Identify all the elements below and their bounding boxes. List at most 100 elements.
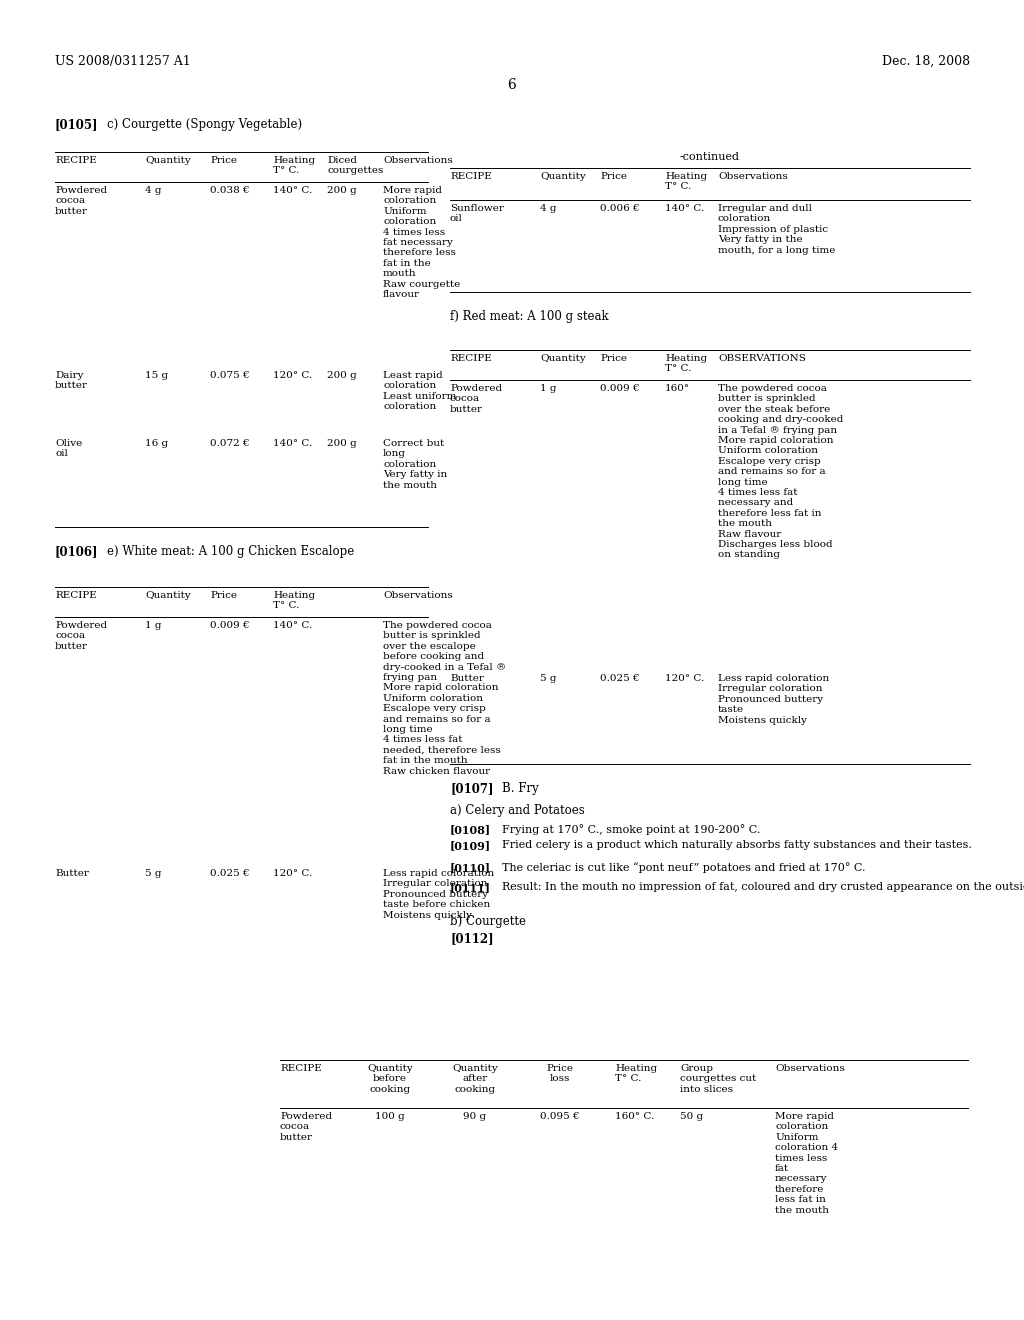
Text: Quantity: Quantity [145,591,190,601]
Text: RECIPE: RECIPE [55,591,96,601]
Text: RECIPE: RECIPE [280,1064,322,1073]
Text: 0.006 €: 0.006 € [600,205,640,213]
Text: More rapid
coloration
Uniform
coloration 4
times less
fat
necessary
therefore
le: More rapid coloration Uniform coloration… [775,1111,838,1214]
Text: 200 g: 200 g [327,186,356,195]
Text: 15 g: 15 g [145,371,168,380]
Text: Least rapid
coloration
Least uniform
coloration: Least rapid coloration Least uniform col… [383,371,457,412]
Text: Price
loss: Price loss [547,1064,573,1084]
Text: 1 g: 1 g [540,384,556,393]
Text: Correct but
long
coloration
Very fatty in
the mouth: Correct but long coloration Very fatty i… [383,440,447,490]
Text: 0.025 €: 0.025 € [600,675,640,682]
Text: Observations: Observations [383,591,453,601]
Text: Irregular and dull
coloration
Impression of plastic
Very fatty in the
mouth, for: Irregular and dull coloration Impression… [718,205,836,255]
Text: Quantity: Quantity [540,172,586,181]
Text: [0109]: [0109] [450,840,492,851]
Text: Fried celery is a product which naturally absorbs fatty substances and their tas: Fried celery is a product which naturall… [502,840,972,850]
Text: b) Courgette: b) Courgette [450,915,526,928]
Text: [0107]: [0107] [450,781,494,795]
Text: Sunflower
oil: Sunflower oil [450,205,504,223]
Text: 160°: 160° [665,384,690,393]
Text: [0111]: [0111] [450,882,490,894]
Text: Price: Price [600,354,627,363]
Text: 6: 6 [508,78,516,92]
Text: 16 g: 16 g [145,440,168,447]
Text: Heating
T° C.: Heating T° C. [273,591,315,610]
Text: Dairy
butter: Dairy butter [55,371,88,391]
Text: RECIPE: RECIPE [450,354,492,363]
Text: 120° C.: 120° C. [273,869,312,878]
Text: Heating
T° C.: Heating T° C. [615,1064,657,1084]
Text: Powdered
cocoa
butter: Powdered cocoa butter [55,620,108,651]
Text: Heating
T° C.: Heating T° C. [273,156,315,176]
Text: Diced
courgettes: Diced courgettes [327,156,383,176]
Text: 200 g: 200 g [327,371,356,380]
Text: e) White meat: A 100 g Chicken Escalope: e) White meat: A 100 g Chicken Escalope [106,545,354,558]
Text: Powdered
cocoa
butter: Powdered cocoa butter [55,186,108,215]
Text: Olive
oil: Olive oil [55,440,82,458]
Text: Group
courgettes cut
into slices: Group courgettes cut into slices [680,1064,757,1094]
Text: [0110]: [0110] [450,862,490,873]
Text: 140° C.: 140° C. [273,620,312,630]
Text: Butter: Butter [55,869,89,878]
Text: 140° C.: 140° C. [273,186,312,195]
Text: Result: In the mouth no impression of fat, coloured and dry crusted appearance o: Result: In the mouth no impression of fa… [502,882,1024,892]
Text: The powdered cocoa
butter is sprinkled
over the steak before
cooking and dry-coo: The powdered cocoa butter is sprinkled o… [718,384,844,560]
Text: 0.009 €: 0.009 € [600,384,640,393]
Text: -continued: -continued [680,152,740,162]
Text: f) Red meat: A 100 g steak: f) Red meat: A 100 g steak [450,310,608,323]
Text: Quantity: Quantity [540,354,586,363]
Text: [0106]: [0106] [55,545,98,558]
Text: 1 g: 1 g [145,620,162,630]
Text: RECIPE: RECIPE [450,172,492,181]
Text: 5 g: 5 g [540,675,556,682]
Text: The powdered cocoa
butter is sprinkled
over the escalope
before cooking and
dry-: The powdered cocoa butter is sprinkled o… [383,620,506,776]
Text: Observations: Observations [383,156,453,165]
Text: US 2008/0311257 A1: US 2008/0311257 A1 [55,55,190,69]
Text: Butter: Butter [450,675,484,682]
Text: Observations: Observations [718,172,787,181]
Text: OBSERVATIONS: OBSERVATIONS [718,354,806,363]
Text: 50 g: 50 g [680,1111,703,1121]
Text: Frying at 170° C., smoke point at 190-200° C.: Frying at 170° C., smoke point at 190-20… [502,824,761,834]
Text: 0.009 €: 0.009 € [210,620,250,630]
Text: Quantity
after
cooking: Quantity after cooking [453,1064,498,1094]
Text: 4 g: 4 g [145,186,162,195]
Text: a) Celery and Potatoes: a) Celery and Potatoes [450,804,585,817]
Text: Quantity: Quantity [145,156,190,165]
Text: [0108]: [0108] [450,824,492,836]
Text: 0.072 €: 0.072 € [210,440,250,447]
Text: 140° C.: 140° C. [273,440,312,447]
Text: The celeriac is cut like “pont neuf” potatoes and fried at 170° C.: The celeriac is cut like “pont neuf” pot… [502,862,865,873]
Text: Price: Price [210,591,237,601]
Text: RECIPE: RECIPE [55,156,96,165]
Text: 0.025 €: 0.025 € [210,869,250,878]
Text: Price: Price [600,172,627,181]
Text: Less rapid coloration
Irregular coloration
Pronounced buttery
taste
Moistens qui: Less rapid coloration Irregular colorati… [718,675,829,725]
Text: Observations: Observations [775,1064,845,1073]
Text: 0.038 €: 0.038 € [210,186,250,195]
Text: More rapid
coloration
Uniform
coloration
4 times less
fat necessary
therefore le: More rapid coloration Uniform coloration… [383,186,460,300]
Text: c) Courgette (Spongy Vegetable): c) Courgette (Spongy Vegetable) [106,117,302,131]
Text: [0112]: [0112] [450,932,494,945]
Text: 4 g: 4 g [540,205,556,213]
Text: Powdered
cocoa
butter: Powdered cocoa butter [450,384,502,413]
Text: 0.095 €: 0.095 € [541,1111,580,1121]
Text: Heating
T° C.: Heating T° C. [665,172,708,191]
Text: 120° C.: 120° C. [665,675,705,682]
Text: 90 g: 90 g [464,1111,486,1121]
Text: 0.075 €: 0.075 € [210,371,250,380]
Text: [0105]: [0105] [55,117,98,131]
Text: Dec. 18, 2008: Dec. 18, 2008 [882,55,970,69]
Text: 5 g: 5 g [145,869,162,878]
Text: 100 g: 100 g [375,1111,404,1121]
Text: Heating
T° C.: Heating T° C. [665,354,708,374]
Text: 140° C.: 140° C. [665,205,705,213]
Text: Quantity
before
cooking: Quantity before cooking [368,1064,413,1094]
Text: 120° C.: 120° C. [273,371,312,380]
Text: Powdered
cocoa
butter: Powdered cocoa butter [280,1111,332,1142]
Text: Price: Price [210,156,237,165]
Text: Less rapid coloration
Irregular coloration
Pronounced buttery
taste before chick: Less rapid coloration Irregular colorati… [383,869,495,920]
Text: 160° C.: 160° C. [615,1111,654,1121]
Text: B. Fry: B. Fry [502,781,539,795]
Text: 200 g: 200 g [327,440,356,447]
